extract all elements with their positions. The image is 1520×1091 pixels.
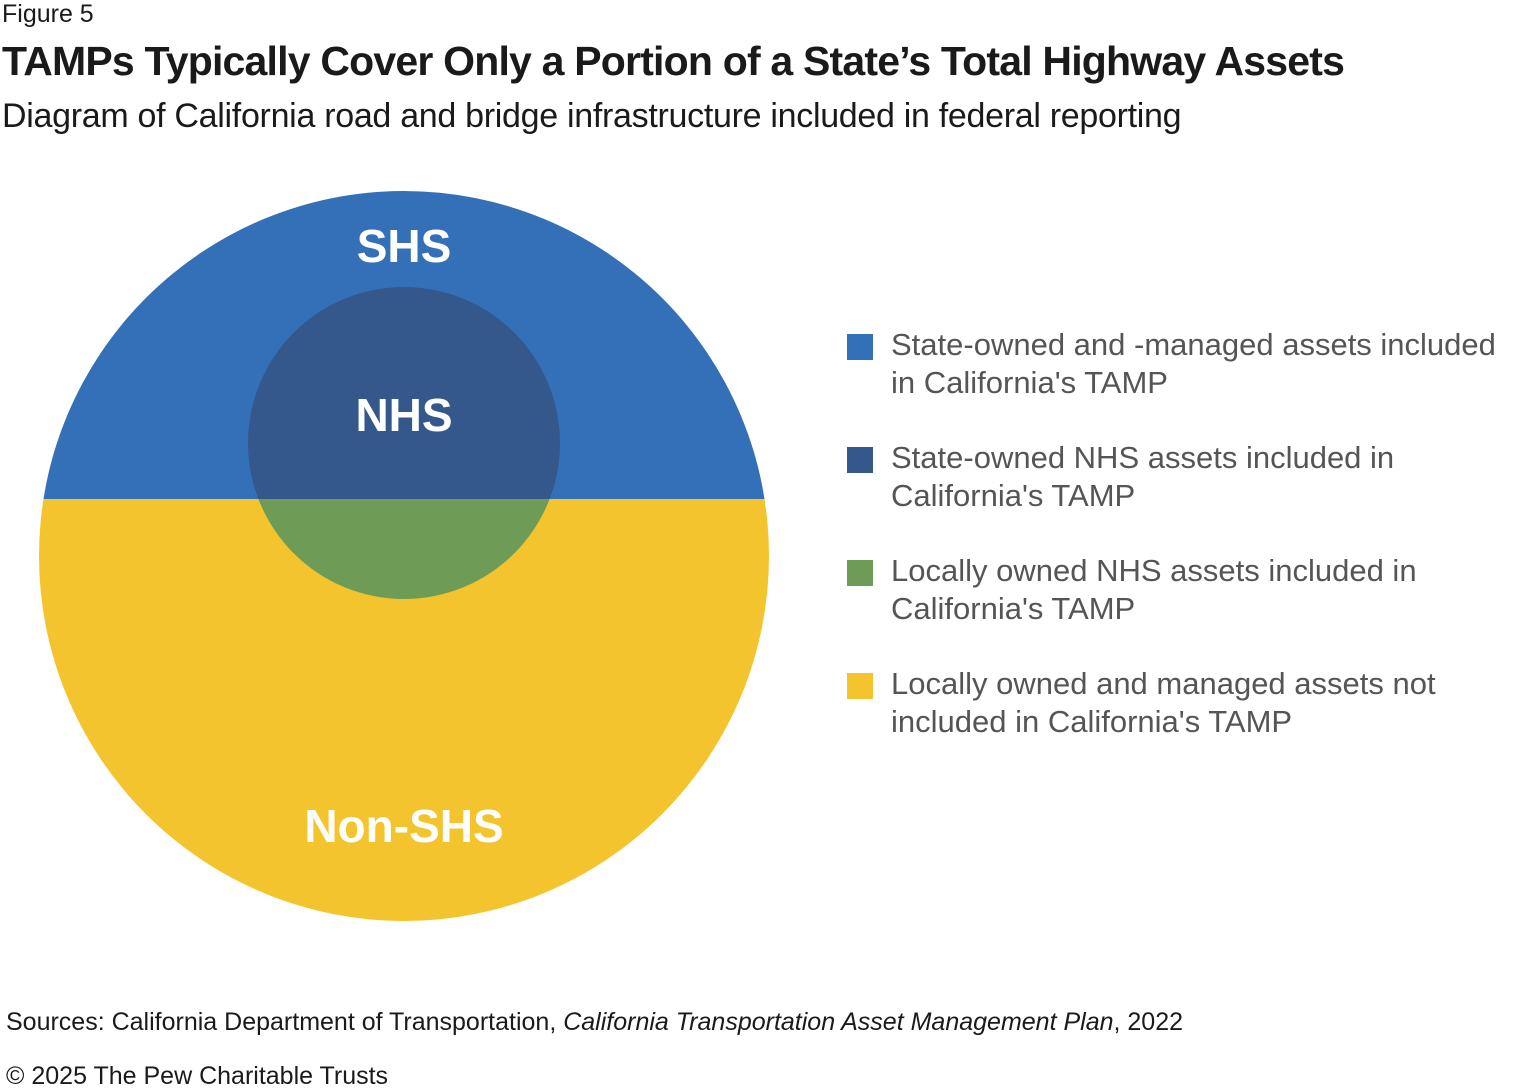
sources-prefix: Sources: California Department of Transp…	[6, 1008, 564, 1036]
legend-item: State-owned and -managed assets included…	[847, 326, 1507, 439]
nhs-label: NHS	[355, 389, 452, 441]
legend-label: State-owned NHS assets included in Calif…	[891, 440, 1395, 513]
copyright: © 2025 The Pew Charitable Trusts	[6, 1062, 389, 1090]
page-title: TAMPs Typically Cover Only a Portion of …	[2, 38, 1345, 84]
legend: State-owned and -managed assets included…	[847, 326, 1507, 778]
sources-note: Sources: California Department of Transp…	[6, 1008, 1183, 1037]
legend-label: Locally owned and managed assets not inc…	[891, 666, 1436, 739]
legend-swatch	[847, 447, 873, 473]
legend-swatch	[847, 673, 873, 699]
shs-label: SHS	[357, 220, 452, 272]
subtitle: Diagram of California road and bridge in…	[2, 97, 1182, 135]
legend-swatch	[847, 560, 873, 586]
figure-label: Figure 5	[2, 0, 94, 28]
sources-title: California Transportation Asset Manageme…	[563, 1008, 1114, 1036]
legend-label: Locally owned NHS assets included in Cal…	[891, 553, 1417, 626]
legend-item: Locally owned NHS assets included in Cal…	[847, 552, 1507, 665]
legend-label: State-owned and -managed assets included…	[891, 327, 1496, 400]
legend-item: Locally owned and managed assets not inc…	[847, 665, 1507, 778]
legend-item: State-owned NHS assets included in Calif…	[847, 439, 1507, 552]
legend-swatch	[847, 334, 873, 360]
non-shs-label: Non-SHS	[304, 800, 503, 852]
venn-diagram: SHS NHS Non-SHS	[39, 191, 769, 921]
sources-suffix: , 2022	[1113, 1008, 1184, 1036]
